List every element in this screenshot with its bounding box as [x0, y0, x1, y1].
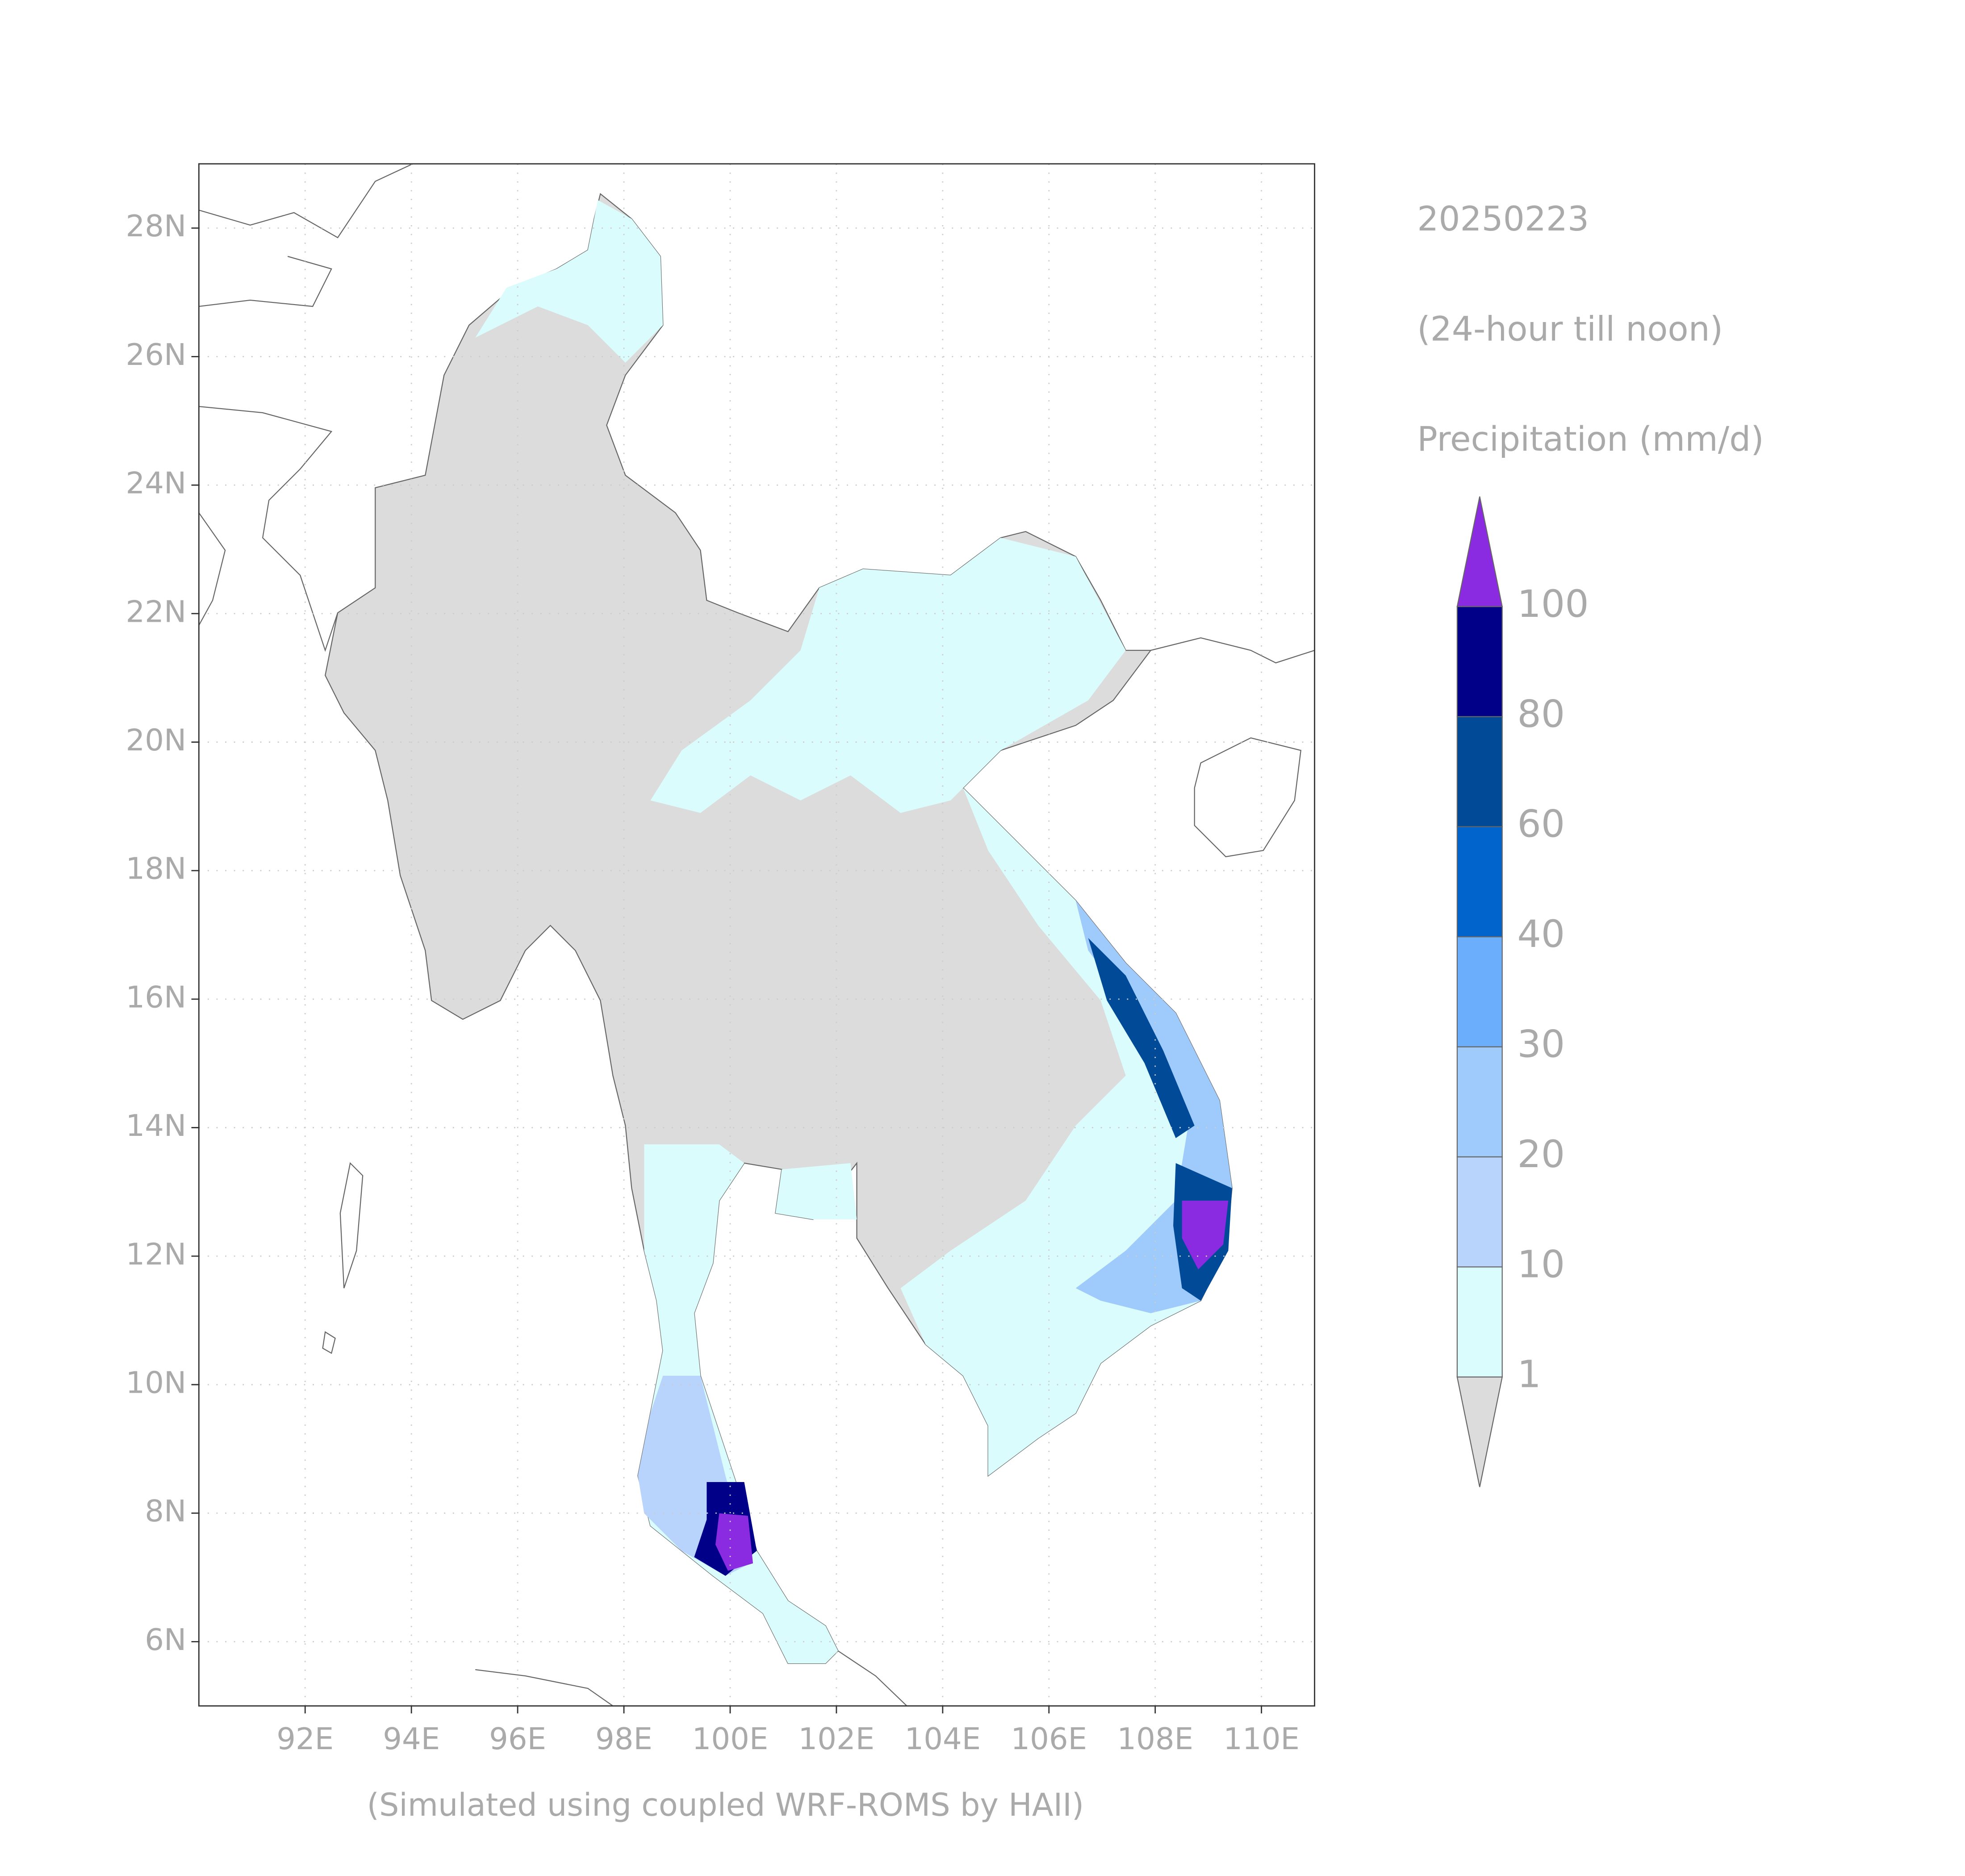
- colorbar-segment: [1456, 936, 1503, 1047]
- colorbar-segment: [1456, 826, 1503, 938]
- grid: [199, 163, 1315, 1706]
- x-tick-label: 94E: [383, 1721, 440, 1756]
- y-tick-label: 10N: [126, 1365, 187, 1400]
- coastline: [339, 1162, 364, 1289]
- y-tick-label: 22N: [126, 594, 187, 629]
- colorbar-segment: [1456, 1156, 1503, 1268]
- y-tick-label: 12N: [126, 1237, 187, 1272]
- y-tick-label: 16N: [126, 980, 187, 1014]
- coastline: [199, 406, 339, 652]
- y-tick-label: 14N: [126, 1108, 187, 1143]
- rain-light: [650, 538, 1126, 813]
- coastline: [199, 163, 413, 239]
- y-tick-label: 18N: [126, 851, 187, 886]
- x-tick-label: 102E: [799, 1721, 875, 1756]
- coastline: [475, 1669, 614, 1707]
- x-tick-label: 108E: [1117, 1721, 1193, 1756]
- y-tick-label: 6N: [145, 1622, 186, 1657]
- rain-extreme: [715, 1513, 753, 1571]
- coastline: [1150, 637, 1315, 664]
- coastline: [199, 255, 332, 307]
- x-tick-label: 104E: [904, 1721, 981, 1756]
- rain-heavy: [1088, 938, 1195, 1138]
- rain-light: [475, 200, 663, 363]
- colorbar-segment: [1456, 606, 1503, 717]
- colorbar-segment: [1456, 1266, 1503, 1378]
- y-tick-label: 20N: [126, 723, 187, 758]
- subtitle: (24-hour till noon): [1417, 310, 1723, 349]
- coastline: [198, 512, 226, 626]
- x-tick-label: 100E: [692, 1721, 769, 1756]
- colorbar-label: 1: [1517, 1353, 1541, 1396]
- colorbar-label: 100: [1517, 582, 1589, 626]
- colorbar-segment: [1456, 1046, 1503, 1158]
- rain-light: [775, 1163, 857, 1219]
- colorbar-label: 80: [1517, 692, 1565, 736]
- footer: (Simulated using coupled WRF-ROMS by HAI…: [367, 1787, 1084, 1823]
- x-tick-label: 98E: [595, 1721, 652, 1756]
- colorbar-label: 60: [1517, 802, 1565, 846]
- x-tick-label: 96E: [489, 1721, 546, 1756]
- map-frame: [198, 163, 1316, 1707]
- colorbar-label: 20: [1517, 1132, 1565, 1176]
- y-tick-label: 28N: [126, 209, 187, 243]
- colorbar-segment: [1456, 716, 1503, 827]
- colorbar: 1 10 20 30 40 60 80 100: [1456, 496, 1589, 1487]
- y-tick-label: 26N: [126, 337, 187, 372]
- axes: 92E 94E 96E 98E 100E 102E 104E 106E 108E 110E 6N 8N…: [126, 209, 1300, 1756]
- colorbar-label: 40: [1517, 912, 1565, 956]
- map: [198, 163, 1315, 1707]
- y-tick-label: 24N: [126, 466, 187, 501]
- coastline: [322, 1331, 336, 1354]
- colorbar-label: 30: [1517, 1022, 1565, 1066]
- rain-extreme: [1182, 1201, 1229, 1269]
- coastline: [837, 1650, 907, 1707]
- colorbar-over: [1456, 496, 1503, 607]
- x-tick-label: 106E: [1011, 1721, 1087, 1756]
- colorbar-label: 10: [1517, 1242, 1565, 1286]
- variable-label: Precipitation (mm/d): [1417, 419, 1764, 459]
- y-tick-label: 8N: [145, 1494, 186, 1528]
- x-tick-label: 92E: [276, 1721, 334, 1756]
- title: 20250223: [1417, 199, 1589, 239]
- x-tick-label: 110E: [1223, 1721, 1300, 1756]
